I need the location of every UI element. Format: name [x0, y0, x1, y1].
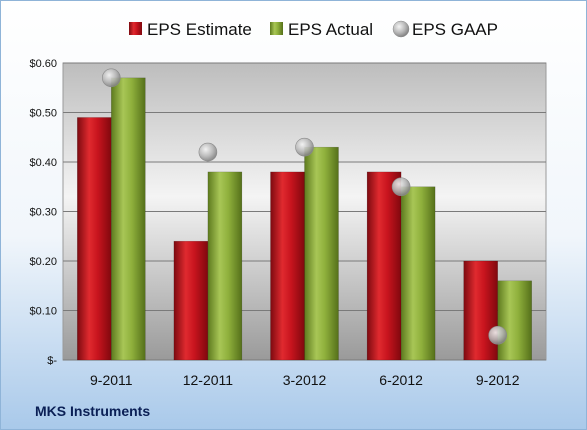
legend-label-eps-gaap: EPS GAAP [412, 20, 498, 39]
bars [77, 77, 532, 361]
x-category-label: 3-2012 [283, 372, 327, 388]
x-axis-categories: 9-2011 12-2011 3-2012 6-2012 9-2012 [90, 372, 520, 388]
marker-eps-gaap [102, 68, 121, 88]
marker-eps-gaap [391, 177, 411, 197]
y-tick-label: $0.40 [29, 157, 57, 169]
bar-eps-estimate [77, 117, 112, 361]
x-category-label: 6-2012 [379, 372, 423, 388]
bar-eps-actual [304, 146, 339, 361]
marker-eps-gaap [488, 325, 508, 345]
y-tick-label: $0.60 [29, 58, 57, 70]
legend-label-eps-actual: EPS Actual [288, 20, 373, 39]
bar-eps-estimate [366, 171, 402, 361]
y-tick-label: $0.30 [29, 207, 57, 219]
legend-swatch-eps-estimate [129, 22, 142, 35]
bar-eps-actual [111, 77, 146, 361]
y-tick-label: $0.20 [29, 256, 57, 268]
legend-label-eps-estimate: EPS Estimate [147, 20, 252, 39]
bar-eps-estimate [270, 171, 305, 361]
bar-eps-actual [400, 186, 436, 361]
bar-eps-actual [207, 171, 243, 361]
x-category-label: 12-2011 [183, 372, 234, 388]
bar-eps-estimate [173, 240, 209, 361]
eps-chart: $- $0.10 $0.20 $0.30 $0.40 $0.50 $0.60 9-2011 1… [29, 20, 547, 388]
y-tick-label: $0.50 [29, 108, 57, 120]
y-tick-label: $- [47, 355, 57, 367]
legend: EPS Estimate EPS Actual EPS GAAP [129, 20, 498, 39]
marker-eps-gaap [295, 137, 314, 157]
bar-eps-actual [497, 280, 532, 361]
legend-swatch-eps-actual [270, 22, 283, 35]
bar-eps-estimate [463, 260, 498, 361]
legend-swatch-eps-gaap [392, 20, 410, 38]
x-category-label: 9-2011 [90, 372, 133, 388]
gaap-markers [102, 68, 508, 345]
marker-eps-gaap [198, 142, 218, 162]
company-name: MKS Instruments [35, 403, 151, 419]
y-axis-ticks: $- $0.10 $0.20 $0.30 $0.40 $0.50 $0.60 [29, 58, 57, 367]
y-tick-label: $0.10 [29, 306, 57, 318]
x-category-label: 9-2012 [476, 372, 520, 388]
